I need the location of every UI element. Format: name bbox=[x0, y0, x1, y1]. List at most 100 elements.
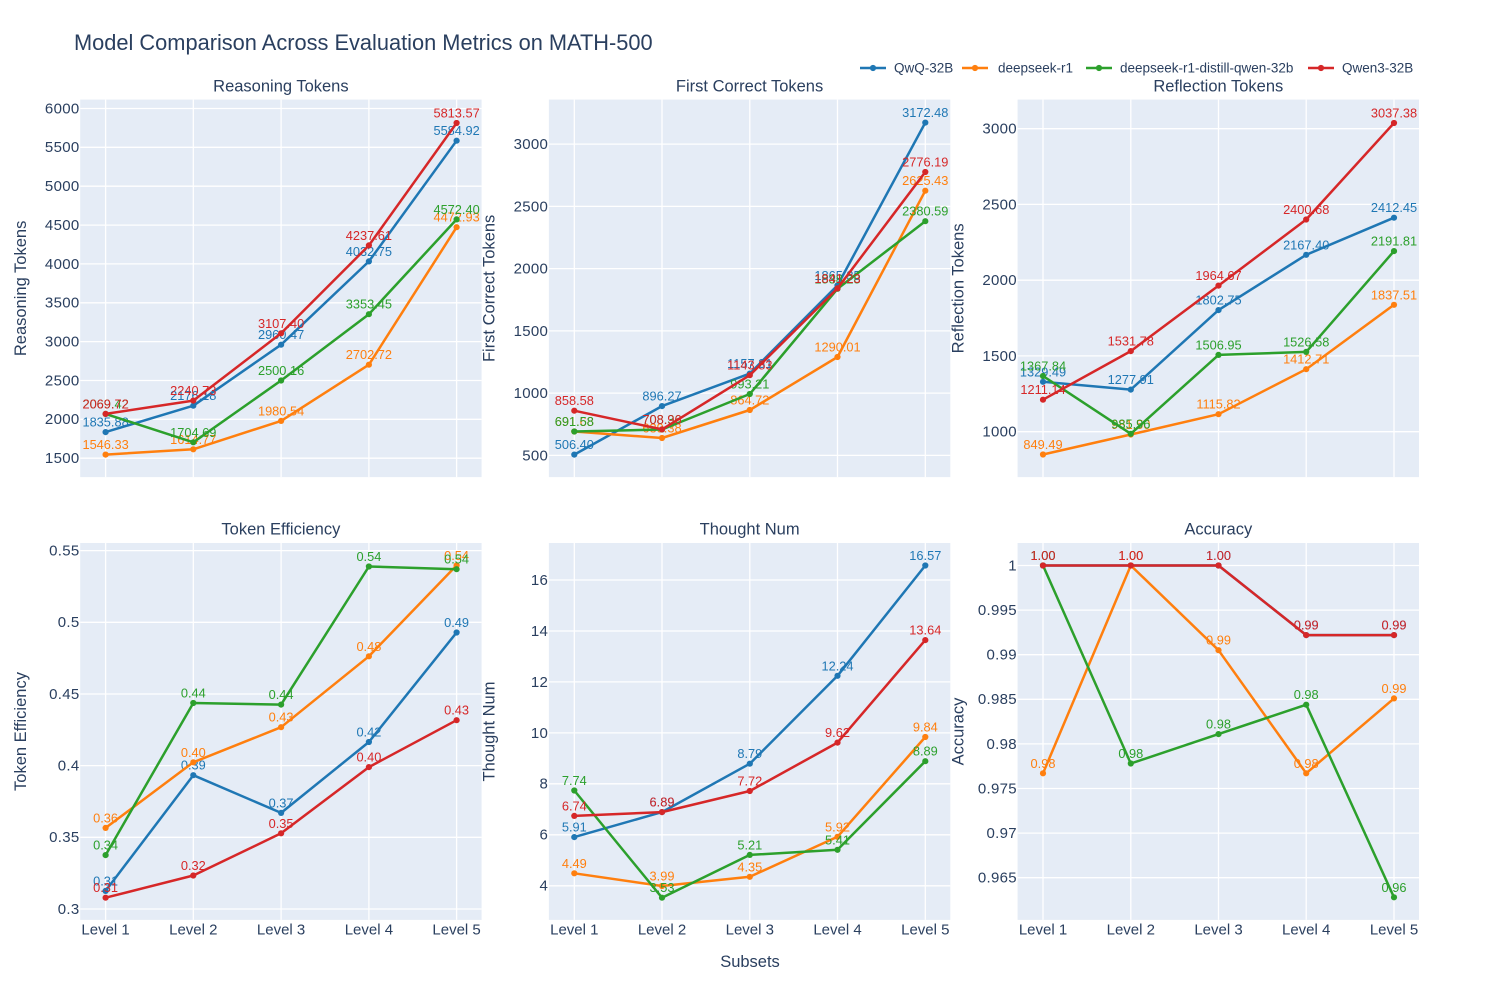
svg-text:864.72: 864.72 bbox=[730, 393, 769, 408]
svg-text:0.4: 0.4 bbox=[58, 758, 80, 775]
svg-text:5000: 5000 bbox=[45, 178, 80, 195]
svg-text:0.35: 0.35 bbox=[49, 829, 79, 846]
svg-text:Reasoning Tokens: Reasoning Tokens bbox=[12, 221, 30, 356]
svg-text:1.00: 1.00 bbox=[1118, 548, 1143, 563]
svg-text:0.98: 0.98 bbox=[1294, 687, 1319, 702]
svg-text:Subsets: Subsets bbox=[720, 953, 780, 971]
svg-text:13.64: 13.64 bbox=[909, 623, 941, 638]
svg-text:0.40: 0.40 bbox=[356, 750, 381, 765]
svg-text:Level 3: Level 3 bbox=[726, 921, 774, 938]
svg-text:2500: 2500 bbox=[982, 196, 1017, 213]
svg-text:Level 1: Level 1 bbox=[550, 921, 598, 938]
svg-text:0.31: 0.31 bbox=[93, 880, 118, 895]
svg-text:3.99: 3.99 bbox=[650, 869, 675, 884]
svg-text:1964.67: 1964.67 bbox=[1195, 268, 1241, 283]
svg-text:0.98: 0.98 bbox=[1118, 746, 1143, 761]
svg-text:0.99: 0.99 bbox=[1382, 681, 1407, 696]
svg-text:3037.38: 3037.38 bbox=[1371, 106, 1417, 121]
svg-text:2412.45: 2412.45 bbox=[1371, 200, 1417, 215]
svg-text:1000: 1000 bbox=[514, 385, 549, 402]
svg-text:0.40: 0.40 bbox=[181, 745, 206, 760]
svg-text:0.99: 0.99 bbox=[1382, 618, 1407, 633]
svg-text:0.43: 0.43 bbox=[444, 703, 469, 718]
svg-text:4500: 4500 bbox=[45, 217, 80, 234]
svg-text:1802.75: 1802.75 bbox=[1195, 293, 1241, 308]
svg-text:1.00: 1.00 bbox=[1031, 548, 1056, 563]
svg-text:1: 1 bbox=[1008, 557, 1017, 574]
svg-text:691.68: 691.68 bbox=[555, 414, 594, 429]
svg-text:Accuracy: Accuracy bbox=[949, 697, 967, 766]
svg-text:3000: 3000 bbox=[45, 334, 80, 351]
svg-text:Reasoning Tokens: Reasoning Tokens bbox=[213, 77, 348, 95]
svg-text:5.91: 5.91 bbox=[562, 820, 587, 835]
svg-text:Level 3: Level 3 bbox=[1194, 921, 1242, 938]
svg-text:Level 4: Level 4 bbox=[1282, 921, 1330, 938]
svg-text:2500: 2500 bbox=[45, 372, 80, 389]
svg-text:Thought Num: Thought Num bbox=[700, 521, 800, 539]
svg-text:708.96: 708.96 bbox=[642, 412, 681, 427]
svg-text:1980.54: 1980.54 bbox=[258, 403, 304, 418]
svg-text:0.42: 0.42 bbox=[356, 725, 381, 740]
svg-text:691.58: 691.58 bbox=[555, 414, 594, 429]
svg-text:Level 3: Level 3 bbox=[257, 921, 305, 938]
svg-text:Level 5: Level 5 bbox=[901, 921, 949, 938]
svg-text:7.74: 7.74 bbox=[562, 773, 587, 788]
svg-text:8: 8 bbox=[540, 776, 549, 793]
svg-text:0.54: 0.54 bbox=[444, 548, 469, 563]
svg-text:12: 12 bbox=[531, 674, 548, 691]
svg-text:0.36: 0.36 bbox=[93, 810, 118, 825]
svg-text:Reflection Tokens: Reflection Tokens bbox=[1153, 77, 1283, 95]
svg-text:4.35: 4.35 bbox=[737, 859, 762, 874]
svg-text:3172.48: 3172.48 bbox=[902, 105, 948, 120]
svg-text:849.49: 849.49 bbox=[1023, 437, 1062, 452]
svg-text:1500: 1500 bbox=[982, 348, 1017, 365]
svg-text:3500: 3500 bbox=[45, 295, 80, 312]
svg-text:7.72: 7.72 bbox=[737, 774, 762, 789]
svg-text:Reflection Tokens: Reflection Tokens bbox=[949, 223, 967, 353]
svg-text:0.99: 0.99 bbox=[1382, 618, 1407, 633]
svg-text:6000: 6000 bbox=[45, 100, 80, 117]
svg-text:500: 500 bbox=[522, 447, 548, 464]
svg-text:Level 5: Level 5 bbox=[1370, 921, 1418, 938]
svg-text:0.44: 0.44 bbox=[181, 686, 206, 701]
svg-text:2000: 2000 bbox=[45, 411, 80, 428]
svg-text:3353.45: 3353.45 bbox=[346, 297, 392, 312]
svg-text:0.985: 0.985 bbox=[978, 691, 1017, 708]
svg-text:1.00: 1.00 bbox=[1206, 548, 1231, 563]
svg-text:deepseek-r1: deepseek-r1 bbox=[998, 61, 1073, 76]
svg-text:4032.75: 4032.75 bbox=[346, 244, 392, 259]
svg-text:2000: 2000 bbox=[982, 272, 1017, 289]
svg-text:1506.95: 1506.95 bbox=[1195, 337, 1241, 352]
svg-text:858.58: 858.58 bbox=[555, 393, 594, 408]
svg-text:2240.73: 2240.73 bbox=[170, 383, 216, 398]
svg-text:9.62: 9.62 bbox=[825, 725, 850, 740]
svg-text:1.00: 1.00 bbox=[1118, 548, 1143, 563]
svg-text:0.45: 0.45 bbox=[49, 686, 79, 703]
svg-text:Token Efficiency: Token Efficiency bbox=[221, 521, 341, 539]
svg-text:3107.40: 3107.40 bbox=[258, 316, 304, 331]
svg-text:First Correct Tokens: First Correct Tokens bbox=[676, 77, 823, 95]
svg-text:8.79: 8.79 bbox=[737, 746, 762, 761]
svg-text:0.99: 0.99 bbox=[1294, 618, 1319, 633]
svg-text:Level 5: Level 5 bbox=[432, 921, 480, 938]
svg-text:2702.72: 2702.72 bbox=[346, 347, 392, 362]
svg-text:1.00: 1.00 bbox=[1031, 548, 1056, 563]
svg-text:1837.51: 1837.51 bbox=[1371, 287, 1417, 302]
svg-text:985.96: 985.96 bbox=[1111, 416, 1150, 431]
svg-text:4: 4 bbox=[540, 878, 549, 895]
svg-text:2069.42: 2069.42 bbox=[82, 396, 128, 411]
svg-text:0.37: 0.37 bbox=[269, 795, 294, 810]
svg-text:4.49: 4.49 bbox=[562, 856, 587, 871]
svg-text:QwQ-32B: QwQ-32B bbox=[894, 61, 953, 76]
svg-text:1367.84: 1367.84 bbox=[1020, 359, 1066, 374]
svg-text:1143.83: 1143.83 bbox=[727, 358, 772, 373]
svg-text:Level 4: Level 4 bbox=[813, 921, 861, 938]
svg-text:4237.61: 4237.61 bbox=[346, 228, 392, 243]
svg-text:506.40: 506.40 bbox=[555, 437, 594, 452]
svg-text:1500: 1500 bbox=[514, 323, 549, 340]
svg-text:Thought Num: Thought Num bbox=[481, 682, 499, 782]
svg-text:Level 1: Level 1 bbox=[1019, 921, 1067, 938]
svg-text:1000: 1000 bbox=[982, 424, 1017, 441]
svg-text:4000: 4000 bbox=[45, 256, 80, 273]
svg-text:16.57: 16.57 bbox=[909, 548, 941, 563]
